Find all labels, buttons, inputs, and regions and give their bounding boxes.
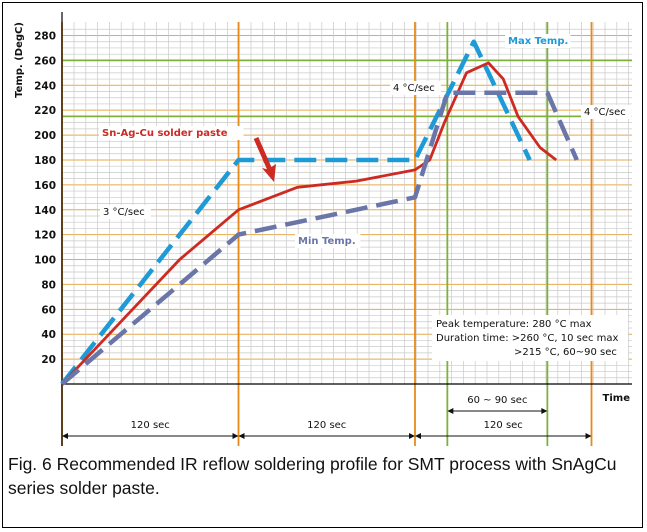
y-tick-label: 80 [41,279,56,291]
max-temp-label: Max Temp. [508,36,568,47]
y-tick-label: 180 [34,155,56,167]
interval-1-arrow-right [232,433,239,439]
ramp-up-annotation: 4 °C/sec [393,83,435,94]
interval-2-arrow-right [409,433,415,439]
x-axis-title: Time [603,393,631,404]
y-tick-label: 60 [41,304,56,316]
duration-text-1: Duration time: >260 °C, 10 sec max [436,333,619,344]
interval-3-arrow-left [415,433,421,439]
solder-paste-arrow-shaft [253,136,273,172]
min-temp-line [60,90,579,386]
y-axis-title: Temp. (DegC) [14,22,25,98]
solder-paste-label: Sn-Ag-Cu solder paste [102,128,228,139]
interval-2-label: 120 sec [307,420,346,431]
axes [61,12,632,446]
y-tick-label: 280 [34,31,56,43]
peak-box-bg [432,315,628,361]
y-tick-label: 100 [34,255,56,267]
y-tick-label: 40 [41,329,56,341]
min-temp-label-bg [295,234,361,248]
peak-interval-label: 60 ~ 90 sec [467,395,527,406]
ramp-left-annotation-bg [100,205,151,219]
interval-3-label: 120 sec [484,420,523,431]
peak-interval-arrow-right [541,408,548,414]
figure-frame [2,2,643,528]
ramp-down-annotation: 4 °C/sec [584,107,626,118]
y-tick-label: 200 [34,130,56,142]
max-temp-label-bg [505,34,571,48]
sn-ag-cu-solder-paste-line [60,61,558,385]
interval-2-arrow-left [238,433,245,439]
duration-text-2: >215 °C, 60~90 sec [514,347,617,358]
y-tick-label: 260 [34,55,56,67]
interval-3-arrow-right [585,433,592,439]
interval-3-label-bg [480,418,526,432]
chart-annotations: Time Max Temp. Sn-Ag-Cu solder paste Min Te… [62,34,632,439]
y-tick-label: 140 [34,205,56,217]
y-tick-label: 160 [34,180,56,192]
y-tick-label: 20 [41,354,56,366]
peak-interval-arrow-left [447,408,454,414]
solder-paste-arrow [258,138,276,182]
peak-interval-label-bg [463,393,532,407]
series-lines [60,39,579,386]
solder-paste-label-bg [99,126,244,140]
max-temp-line [60,39,532,386]
y-tick-label: 220 [34,105,56,117]
y-tick-label: 120 [34,230,56,242]
peak-temperature-text: Peak temperature: 280 °C max [436,319,592,330]
interval-1-label: 120 sec [131,420,170,431]
interval-1-arrow-left [62,433,68,439]
ramp-down-annotation-bg [581,105,632,119]
ramp-up-annotation-bg [390,81,441,95]
min-temp-label: Min Temp. [298,236,356,247]
interval-1-label-bg [127,418,173,432]
y-tick-labels: 20 40 60 80 100 120 140 160 180 200 220 240 260 280 Te… [14,22,56,366]
interval-2-label-bg [304,418,350,432]
ramp-left-annotation: 3 °C/sec [103,207,145,218]
reflow-profile-chart: 20 40 60 80 100 120 140 160 180 200 220 240 260 280 Te… [14,12,632,446]
figure-caption: Fig. 6 Recommended IR reflow soldering p… [8,454,617,498]
y-tick-label: 240 [34,80,56,92]
